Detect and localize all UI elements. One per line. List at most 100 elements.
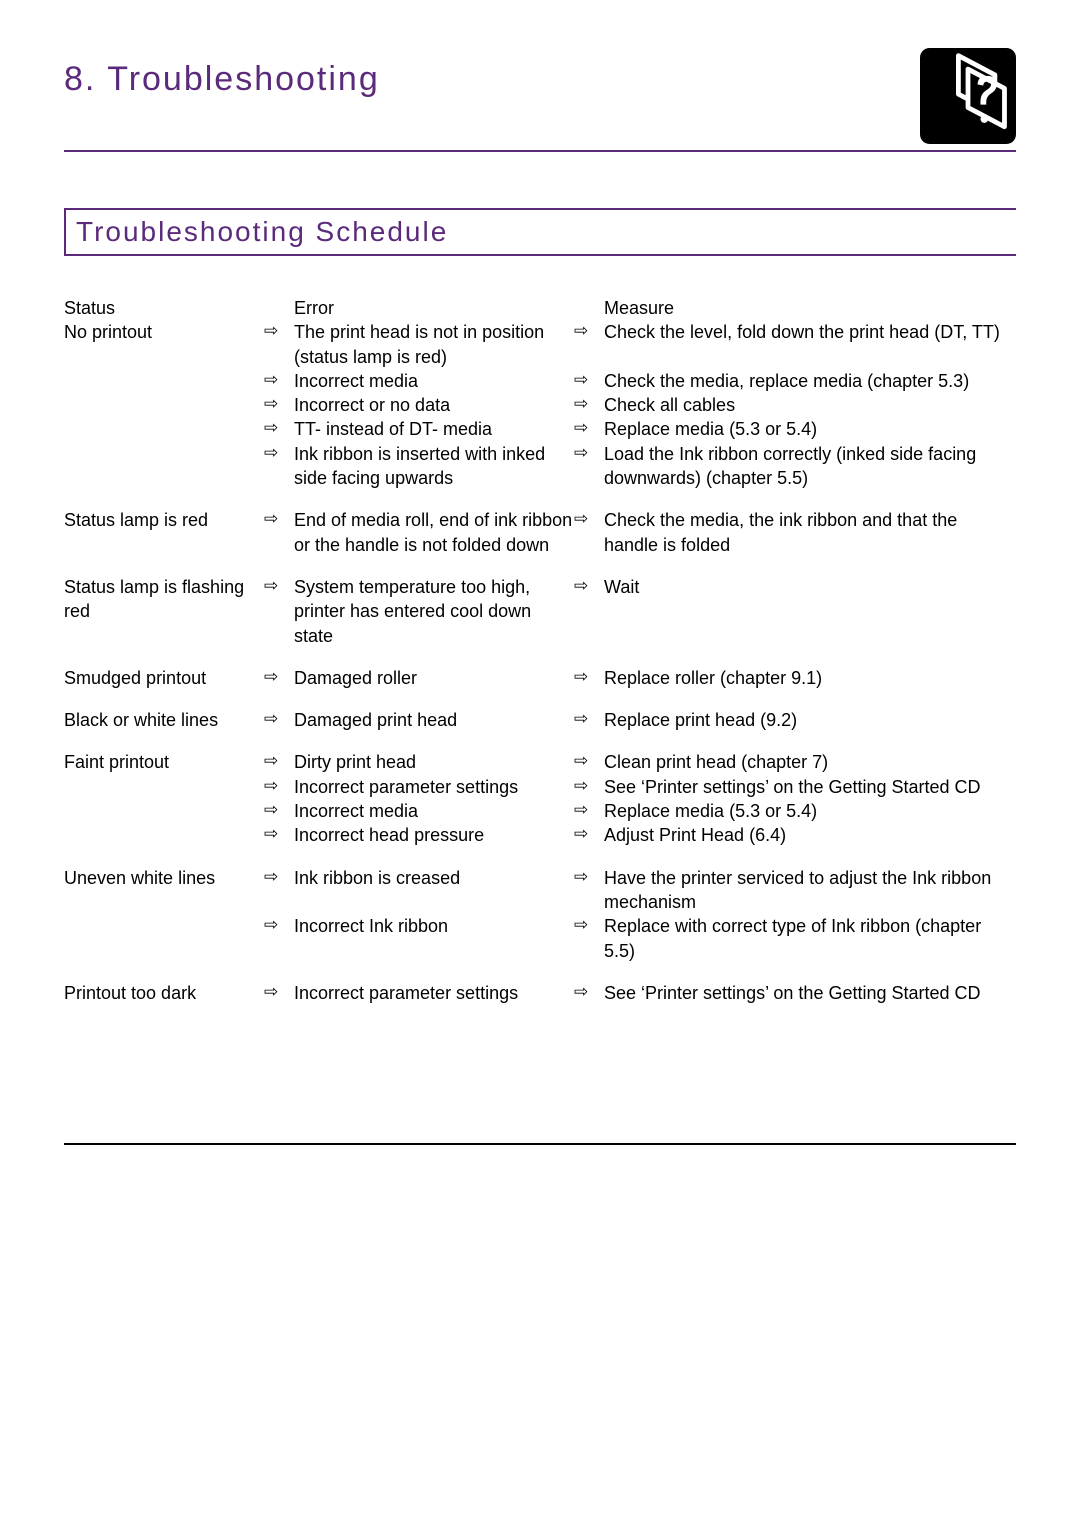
header-error: Error [294,296,574,320]
row-separator [64,690,1016,708]
measure-cell: Replace roller (chapter 9.1) [604,666,1016,690]
measure-cell: Check the media, the ink ribbon and that… [604,508,1016,557]
measure-cell: Replace media (5.3 or 5.4) [604,799,1016,823]
table-row: Printout too dark⇨Incorrect parameter se… [64,981,1016,1005]
table-header-row: Status Error Measure [64,296,1016,320]
measure-cell: Load the Ink ribbon correctly (inked sid… [604,442,1016,491]
table-row: Black or white lines⇨Damaged print head⇨… [64,708,1016,732]
measure-cell: Adjust Print Head (6.4) [604,823,1016,847]
measure-cell: Wait [604,575,1016,648]
arrow-icon: ⇨ [574,823,604,847]
status-cell: Status lamp is red [64,508,264,557]
arrow-icon: ⇨ [264,442,294,491]
troubleshooting-table: StatusErrorMeasureNo printout⇨The print … [64,296,1016,1023]
title-underline [64,150,1016,152]
footer-rule [64,1143,1016,1145]
table-row: Faint printout⇨Dirty print head⇨Clean pr… [64,750,1016,774]
error-cell: The print head is not in position (statu… [294,320,574,369]
section-heading: Troubleshooting Schedule [64,208,1016,256]
arrow-icon: ⇨ [264,914,294,963]
arrow-icon: ⇨ [574,575,604,648]
title-row: 8. Troubleshooting [64,48,1016,144]
measure-cell: Check the media, replace media (chapter … [604,369,1016,393]
arrow-icon: ⇨ [264,417,294,441]
arrow-icon: ⇨ [264,823,294,847]
error-cell: Incorrect or no data [294,393,574,417]
table-row: Status lamp is red⇨End of media roll, en… [64,508,1016,557]
header-measure: Measure [604,296,1016,320]
table-row: ⇨Incorrect Ink ribbon⇨Replace with corre… [64,914,1016,963]
arrow-icon: ⇨ [264,799,294,823]
row-separator [64,648,1016,666]
error-cell: End of media roll, end of ink ribbon or … [294,508,574,557]
table-row: No printout⇨The print head is not in pos… [64,320,1016,369]
error-cell: TT- instead of DT- media [294,417,574,441]
arrow-icon: ⇨ [574,775,604,799]
error-cell: Ink ribbon is inserted with inked side f… [294,442,574,491]
error-cell: System temperature too high, printer has… [294,575,574,648]
arrow-icon: ⇨ [264,666,294,690]
measure-cell: Check the level, fold down the print hea… [604,320,1016,369]
measure-cell: See ‘Printer settings’ on the Getting St… [604,775,1016,799]
table-row: Smudged printout⇨Damaged roller⇨Replace … [64,666,1016,690]
arrow-icon: ⇨ [264,508,294,557]
status-cell: Status lamp is flashing red [64,575,264,648]
status-cell: Uneven white lines [64,866,264,915]
arrow-icon: ⇨ [264,981,294,1005]
row-separator [64,490,1016,508]
arrow-icon: ⇨ [574,369,604,393]
error-cell: Incorrect media [294,799,574,823]
error-cell: Damaged roller [294,666,574,690]
arrow-icon: ⇨ [574,799,604,823]
page-title: 8. Troubleshooting [64,48,380,99]
question-diamond-icon [920,48,1016,144]
arrow-icon: ⇨ [574,666,604,690]
arrow-icon: ⇨ [574,914,604,963]
arrow-icon: ⇨ [574,708,604,732]
header-status: Status [64,296,264,320]
arrow-icon: ⇨ [264,575,294,648]
arrow-icon: ⇨ [574,320,604,369]
error-cell: Incorrect parameter settings [294,981,574,1005]
page-root: 8. Troubleshooting Troubleshooting Sched… [0,0,1080,1209]
measure-cell: Check all cables [604,393,1016,417]
error-cell: Incorrect parameter settings [294,775,574,799]
measure-cell: Have the printer serviced to adjust the … [604,866,1016,915]
status-cell: No printout [64,320,264,369]
arrow-icon: ⇨ [264,369,294,393]
row-separator [64,963,1016,981]
error-cell: Damaged print head [294,708,574,732]
measure-cell: Replace print head (9.2) [604,708,1016,732]
row-separator [64,732,1016,750]
section-heading-wrap: Troubleshooting Schedule [64,208,1016,256]
status-cell: Smudged printout [64,666,264,690]
row-separator [64,1005,1016,1023]
arrow-icon: ⇨ [574,750,604,774]
table-row: ⇨Incorrect media⇨Replace media (5.3 or 5… [64,799,1016,823]
measure-cell: See ‘Printer settings’ on the Getting St… [604,981,1016,1005]
status-cell: Faint printout [64,750,264,774]
arrow-icon: ⇨ [264,750,294,774]
error-cell: Incorrect head pressure [294,823,574,847]
arrow-icon: ⇨ [574,442,604,491]
error-cell: Ink ribbon is creased [294,866,574,915]
arrow-icon: ⇨ [574,981,604,1005]
status-cell: Printout too dark [64,981,264,1005]
arrow-icon: ⇨ [574,393,604,417]
arrow-icon: ⇨ [264,320,294,369]
arrow-icon: ⇨ [264,708,294,732]
measure-cell: Replace with correct type of Ink ribbon … [604,914,1016,963]
table-row: ⇨Ink ribbon is inserted with inked side … [64,442,1016,491]
arrow-icon: ⇨ [264,866,294,915]
error-cell: Incorrect media [294,369,574,393]
table-row: ⇨TT- instead of DT- media⇨Replace media … [64,417,1016,441]
status-cell: Black or white lines [64,708,264,732]
arrow-icon: ⇨ [264,393,294,417]
measure-cell: Replace media (5.3 or 5.4) [604,417,1016,441]
arrow-icon: ⇨ [574,417,604,441]
table-row: ⇨Incorrect head pressure⇨Adjust Print He… [64,823,1016,847]
row-separator [64,848,1016,866]
arrow-icon: ⇨ [264,775,294,799]
measure-cell: Clean print head (chapter 7) [604,750,1016,774]
table-row: ⇨Incorrect or no data⇨Check all cables [64,393,1016,417]
